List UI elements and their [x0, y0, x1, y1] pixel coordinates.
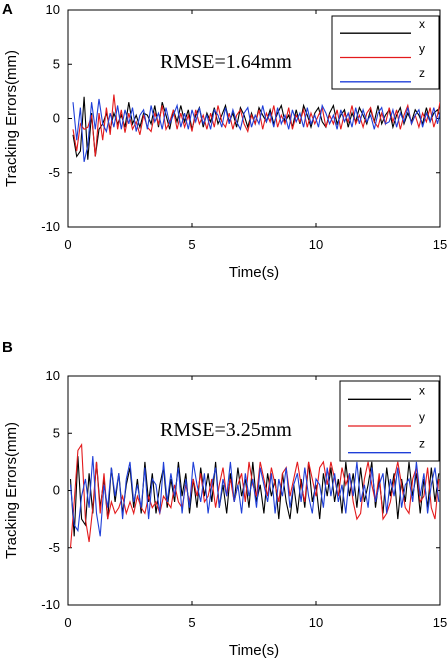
- panel-b-ytick-label: 0: [53, 483, 60, 498]
- panel-b-ytick-label: -5: [48, 540, 60, 555]
- panel-a-ytick-label: 0: [53, 111, 60, 126]
- panel-a-legend-box: [331, 15, 440, 90]
- panel-a-legend-label-x: x: [419, 17, 425, 31]
- panel-a-series-y-line: [72, 94, 440, 157]
- panel-b-xtick-label: 10: [309, 615, 323, 630]
- panel-a-xlabel: Time(s): [229, 264, 279, 281]
- panel-a-series-x-line: [72, 96, 440, 160]
- panel-b-series-z-line: [69, 456, 440, 537]
- panel-b-ylabel: Tracking Errors(mm): [3, 422, 20, 559]
- panel-b-legend-box: [339, 380, 440, 462]
- panel-a-xtick-label: 15: [433, 237, 447, 252]
- panel-b-xlabel: Time(s): [229, 642, 279, 659]
- panel-a-legend-label-z: z: [419, 66, 425, 80]
- panel-b-label: B: [2, 339, 13, 356]
- panel-b-legend-label-x: x: [419, 383, 425, 397]
- panel-a-ytick-label: 10: [46, 2, 60, 17]
- panel-b-legend-label-z: z: [419, 437, 425, 451]
- panel-b-xtick-label: 15: [433, 615, 447, 630]
- panel-a-ytick-label: 5: [53, 56, 60, 71]
- panel-b-rmse-annotation: RMSE=3.25mm: [160, 419, 292, 441]
- panel-b-xtick-label: 0: [64, 615, 71, 630]
- panel-a-legend-label-y: y: [419, 42, 425, 56]
- panel-b-ytick-label: 5: [53, 425, 60, 440]
- panel-a-xtick-label: 5: [188, 237, 195, 252]
- panel-a-ytick-label: -5: [48, 165, 60, 180]
- panel-a-xtick-label: 10: [309, 237, 323, 252]
- panel-a-rmse-annotation: RMSE=1.64mm: [160, 51, 292, 73]
- panel-a-series-z-line: [72, 98, 440, 163]
- panel-b-ytick-label: 10: [46, 368, 60, 383]
- panel-a-xtick-label: 0: [64, 237, 71, 252]
- panel-a-ytick-label: -10: [41, 219, 60, 234]
- panel-a-label: A: [2, 1, 13, 18]
- panel-b-xtick-label: 5: [188, 615, 195, 630]
- panel-b-legend-label-y: y: [419, 410, 425, 424]
- panel-a-ylabel: Tracking Errors(mm): [3, 50, 20, 187]
- panel-b-ytick-label: -10: [41, 597, 60, 612]
